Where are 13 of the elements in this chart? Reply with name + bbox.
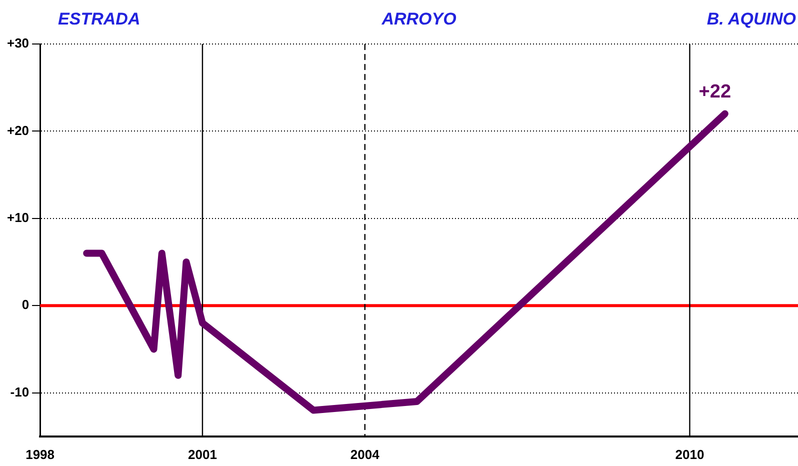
x-tick-label: 1998	[26, 446, 55, 462]
x-tick-label: 2010	[675, 446, 704, 462]
y-tick-label: +20	[6, 122, 30, 138]
x-tick-label: 2001	[188, 446, 217, 462]
x-tick-label: 2004	[350, 446, 380, 462]
data-label: +22	[698, 81, 732, 102]
text: B. AQUINO	[706, 10, 796, 29]
text: ARROYO	[380, 10, 456, 29]
y-tick-label: 0	[22, 297, 30, 312]
y-tick-label: +10	[6, 210, 30, 225]
y-tick-label: +30	[6, 36, 30, 51]
text: ESTRADA	[58, 10, 140, 29]
y-tick-label: -10	[10, 384, 30, 400]
